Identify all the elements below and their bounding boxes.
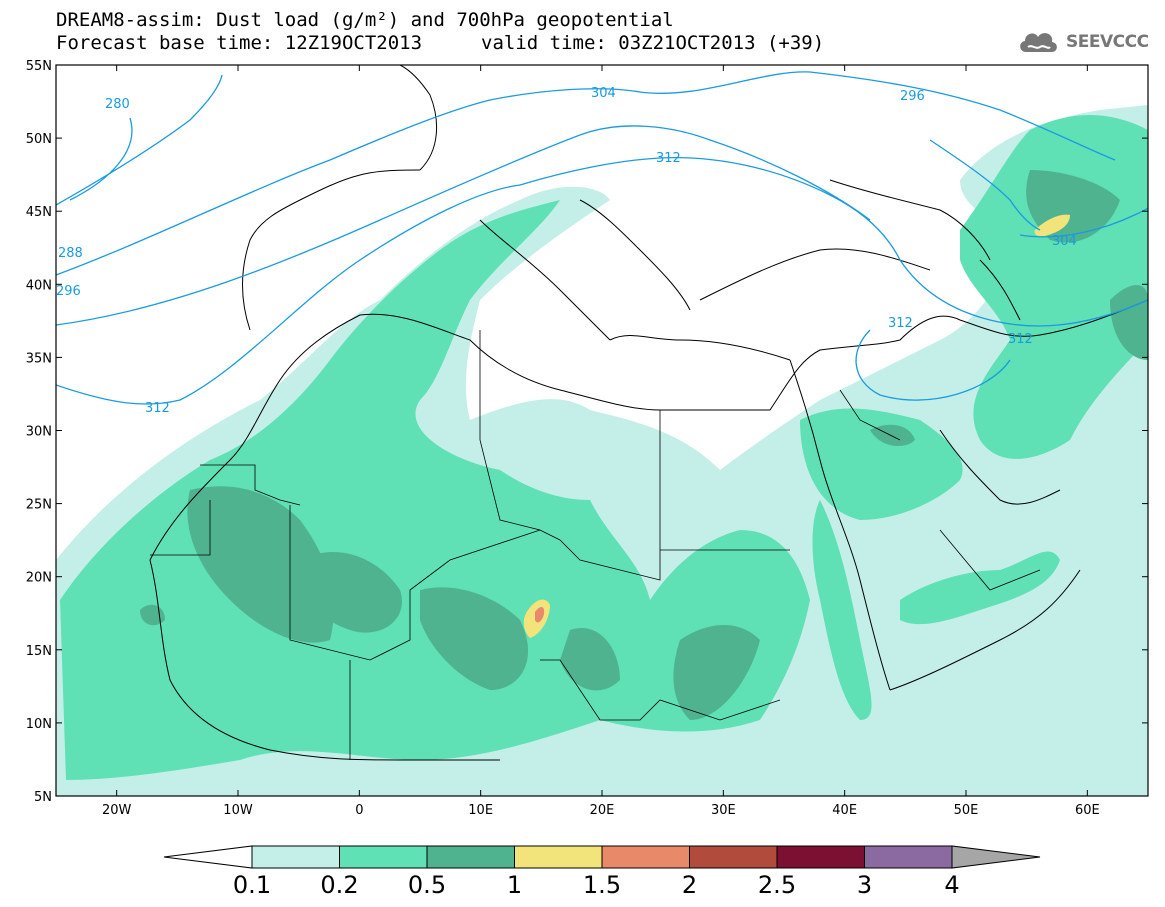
- colorbar-bin: [251, 845, 340, 869]
- colorbar-bin: [601, 845, 690, 869]
- colorbar-label: 2: [681, 871, 698, 899]
- lat-tick-label: 25N: [26, 498, 52, 513]
- dust-field-peak: [523, 214, 1070, 638]
- colorbar-bin: [689, 845, 778, 869]
- lon-tick-label: 60E: [1075, 803, 1100, 818]
- contour-label-312-center: 312: [656, 151, 681, 166]
- colorbar-label: 3: [856, 871, 873, 899]
- latitude-axis: 5N 10N 15N 20N 25N 30N 35N 40N 45N 50N 55N: [26, 59, 1148, 805]
- colorbar-bin: [864, 845, 953, 869]
- lon-tick-label: 50E: [954, 803, 979, 818]
- contour-labels: 280 288 296 304 312 296 304 312 312 312: [56, 86, 1077, 416]
- country-borders: [150, 330, 1041, 760]
- dust-field-medium: [60, 115, 1148, 780]
- contour-label-288: 288: [58, 246, 83, 261]
- lon-tick-label: 20W: [102, 803, 132, 818]
- colorbar-bin: [339, 845, 428, 869]
- colorbar-label: 0.2: [320, 871, 359, 899]
- lon-tick-label: 40E: [832, 803, 857, 818]
- geopotential-contours: [56, 71, 1148, 405]
- colorbar: [163, 845, 1041, 869]
- colorbar-bin: [426, 845, 515, 869]
- lat-tick-label: 15N: [26, 644, 52, 659]
- valid-time: valid time: 03Z21OCT2013 (+39): [481, 32, 825, 54]
- map-subtitle: Forecast base time: 12Z19OCT2013 valid t…: [56, 33, 824, 93]
- contour-label-296-east: 296: [900, 89, 925, 104]
- lon-tick-label: 0: [355, 803, 363, 818]
- colorbar-under-triangle: [163, 845, 253, 869]
- contour-label-280: 280: [105, 97, 130, 112]
- lat-tick-label: 40N: [26, 278, 52, 293]
- lat-tick-label: 55N: [26, 59, 52, 74]
- contour-label-312-east: 312: [888, 316, 913, 331]
- dust-field-heavy: [140, 170, 1148, 720]
- contour-label-312-west: 312: [145, 401, 170, 416]
- logo-text: SEEVCCC: [1066, 32, 1149, 52]
- colorbar-label: 4: [944, 871, 960, 899]
- colorbar-label: 0.1: [232, 871, 272, 899]
- colorbar-label: 0.5: [407, 871, 447, 899]
- lon-tick-label: 20E: [590, 803, 615, 818]
- colorbar-label: 1: [506, 871, 523, 899]
- lon-tick-label: 30E: [711, 803, 736, 818]
- seevccc-logo: SEEVCCC: [1016, 24, 1156, 64]
- lat-tick-label: 50N: [26, 132, 52, 147]
- contour-label-304-north: 304: [591, 86, 616, 101]
- forecast-base-time: Forecast base time: 12Z19OCT2013: [56, 32, 423, 54]
- lon-tick-label: 10E: [468, 803, 493, 818]
- lat-tick-label: 35N: [26, 351, 52, 366]
- lat-tick-label: 30N: [26, 425, 52, 440]
- lat-tick-label: 5N: [34, 790, 52, 805]
- lat-tick-label: 10N: [26, 717, 52, 732]
- longitude-axis: 20W 10W 0 10E 20E 30E 40E 50E 60E: [102, 65, 1100, 818]
- colorbar-bin: [776, 845, 865, 869]
- contour-label-296-west: 296: [56, 284, 81, 299]
- colorbar-label: 2.5: [757, 871, 797, 899]
- lon-tick-label: 10W: [223, 803, 253, 818]
- colorbar-bin: [514, 845, 603, 869]
- colorbar-over-triangle: [951, 845, 1041, 869]
- colorbar-label: 1.5: [582, 871, 622, 899]
- contour-label-304-east: 304: [1052, 234, 1077, 249]
- map-title: DREAM8-assim: Dust load (g/m²) and 700hP…: [56, 9, 674, 31]
- cloud-icon: [1020, 33, 1057, 52]
- lat-tick-label: 45N: [26, 205, 52, 220]
- contour-label-312-far-east: 312: [1008, 332, 1033, 347]
- lat-tick-label: 20N: [26, 571, 52, 586]
- map-plot-area: 280 288 296 304 312 296 304 312 312 312: [56, 65, 1148, 796]
- coastlines: [149, 65, 1148, 761]
